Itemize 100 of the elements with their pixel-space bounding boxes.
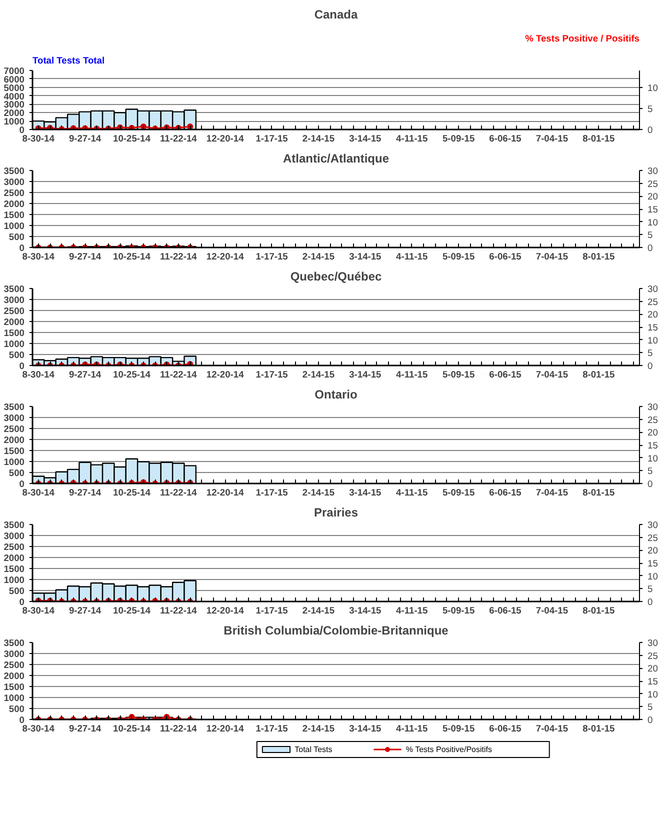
x-tick-label: 1-17-15 [256, 252, 288, 262]
y2-tick-label: 15 [648, 676, 658, 686]
x-tick-label: 2-14-15 [302, 606, 335, 616]
x-tick-label: 10-25-14 [113, 370, 152, 380]
x-tick-label: 3-14-15 [349, 252, 382, 262]
x-tick-label: 6-06-15 [489, 488, 522, 498]
x-tick-label: 9-27-14 [68, 370, 102, 380]
x-tick-label: 7-04-15 [536, 134, 568, 144]
x-tick-label: 5-09-15 [442, 252, 475, 262]
chart-title: Quebec/Québec [290, 270, 382, 284]
y-tick-label: 0 [19, 243, 25, 253]
y-tick-label: 3000 [4, 531, 25, 541]
y-tick-label: 3000 [4, 413, 25, 423]
x-tick-label: 11-22-14 [160, 606, 198, 616]
y-tick-label: 500 [8, 704, 25, 714]
y-tick-label: 1500 [4, 328, 25, 338]
x-tick-label: 11-22-14 [160, 724, 198, 734]
x-tick-label: 12-20-14 [206, 606, 245, 616]
y-tick-label: 2000 [4, 435, 25, 445]
x-tick-label: 2-14-15 [302, 724, 335, 734]
y-tick-label: 6000 [4, 74, 25, 84]
x-tick-label: 3-14-15 [349, 134, 382, 144]
y-tick-label: 3000 [4, 649, 25, 659]
x-tick-label: 11-22-14 [160, 370, 198, 380]
x-tick-label: 8-01-15 [582, 252, 615, 262]
y2-tick-label: 15 [648, 558, 658, 568]
y-tick-label: 2000 [4, 199, 25, 209]
y2-tick-label: 5 [648, 702, 653, 712]
x-tick-label: 7-04-15 [536, 488, 568, 498]
y-tick-label: 1000 [4, 339, 25, 349]
x-tick-label: 4-11-15 [396, 370, 428, 380]
y2-tick-label: 10 [648, 82, 658, 93]
y-tick-label: 1500 [4, 446, 25, 456]
x-tick-label: 2-14-15 [302, 134, 335, 144]
y-tick-label: 0 [19, 361, 25, 371]
y2-tick-label: 15 [648, 322, 658, 332]
x-tick-label: 1-17-15 [256, 724, 288, 734]
y2-tick-label: 0 [648, 597, 653, 607]
y-tick-label: 0 [19, 597, 25, 607]
x-tick-label: 6-06-15 [489, 134, 522, 144]
x-tick-label: 12-20-14 [206, 724, 245, 734]
y-tick-label: 3000 [4, 295, 25, 305]
y-tick-label: 5000 [4, 82, 25, 93]
y-tick-label: 1500 [4, 682, 25, 692]
x-tick-label: 6-06-15 [489, 606, 522, 616]
x-tick-label: 8-30-14 [22, 134, 56, 144]
x-tick-label: 8-30-14 [22, 724, 56, 734]
y2-tick-label: 10 [648, 571, 658, 582]
y2-tick-label: 0 [648, 479, 653, 489]
y2-tick-label: 30 [648, 520, 658, 530]
x-tick-label: 8-01-15 [582, 488, 615, 498]
x-tick-label: 5-09-15 [442, 724, 475, 734]
y-tick-label: 2000 [4, 553, 25, 563]
y-tick-label: 2500 [4, 306, 25, 316]
y-tick-label: 2500 [4, 424, 25, 434]
y2-tick-label: 10 [648, 335, 658, 346]
y-tick-label: 1500 [4, 210, 25, 220]
x-tick-label: 4-11-15 [396, 724, 428, 734]
y2-tick-label: 0 [648, 715, 653, 725]
legend-label: Total Tests [294, 745, 332, 754]
x-tick-label: 2-14-15 [302, 488, 335, 498]
x-tick-label: 8-01-15 [582, 724, 615, 734]
y2-tick-label: 20 [648, 664, 658, 674]
y-tick-label: 1000 [4, 575, 25, 585]
x-tick-label: 9-27-14 [68, 134, 102, 144]
chart-title: Canada [314, 8, 358, 22]
x-tick-label: 8-30-14 [22, 370, 56, 380]
x-tick-label: 10-25-14 [113, 134, 152, 144]
x-tick-label: 7-04-15 [536, 370, 568, 380]
y2-tick-label: 20 [648, 546, 658, 556]
x-tick-label: 6-06-15 [489, 724, 522, 734]
x-tick-label: 12-20-14 [206, 134, 245, 144]
x-tick-label: 3-14-15 [349, 606, 382, 616]
y2-tick-label: 25 [648, 414, 658, 425]
x-tick-label: 7-04-15 [536, 606, 568, 616]
y-tick-label: 500 [8, 350, 25, 360]
x-tick-label: 1-17-15 [256, 606, 288, 616]
x-tick-label: 3-14-15 [349, 724, 382, 734]
x-tick-label: 9-27-14 [68, 606, 102, 616]
y2-tick-label: 5 [648, 230, 653, 240]
x-tick-label: 1-17-15 [256, 134, 288, 144]
x-tick-label: 12-20-14 [206, 488, 245, 498]
y-tick-label: 1000 [4, 116, 25, 127]
y2-tick-label: 5 [648, 466, 653, 476]
y2-tick-label: 25 [648, 178, 658, 189]
y2-tick-label: 10 [648, 453, 658, 464]
y2-tick-label: 25 [648, 296, 658, 307]
y-tick-label: 1500 [4, 564, 25, 574]
y2-tick-label: 5 [648, 584, 653, 594]
x-tick-label: 11-22-14 [160, 488, 198, 498]
x-tick-label: 4-11-15 [396, 134, 428, 144]
chart-title: Atlantic/Atlantique [283, 152, 390, 166]
y-tick-label: 3000 [4, 177, 25, 187]
x-tick-label: 2-14-15 [302, 370, 335, 380]
x-tick-label: 9-27-14 [68, 724, 102, 734]
x-tick-label: 5-09-15 [442, 134, 475, 144]
x-tick-label: 8-01-15 [582, 606, 615, 616]
y-tick-label: 2500 [4, 660, 25, 670]
y2-tick-label: 10 [648, 217, 658, 228]
y-tick-label: 2500 [4, 188, 25, 198]
